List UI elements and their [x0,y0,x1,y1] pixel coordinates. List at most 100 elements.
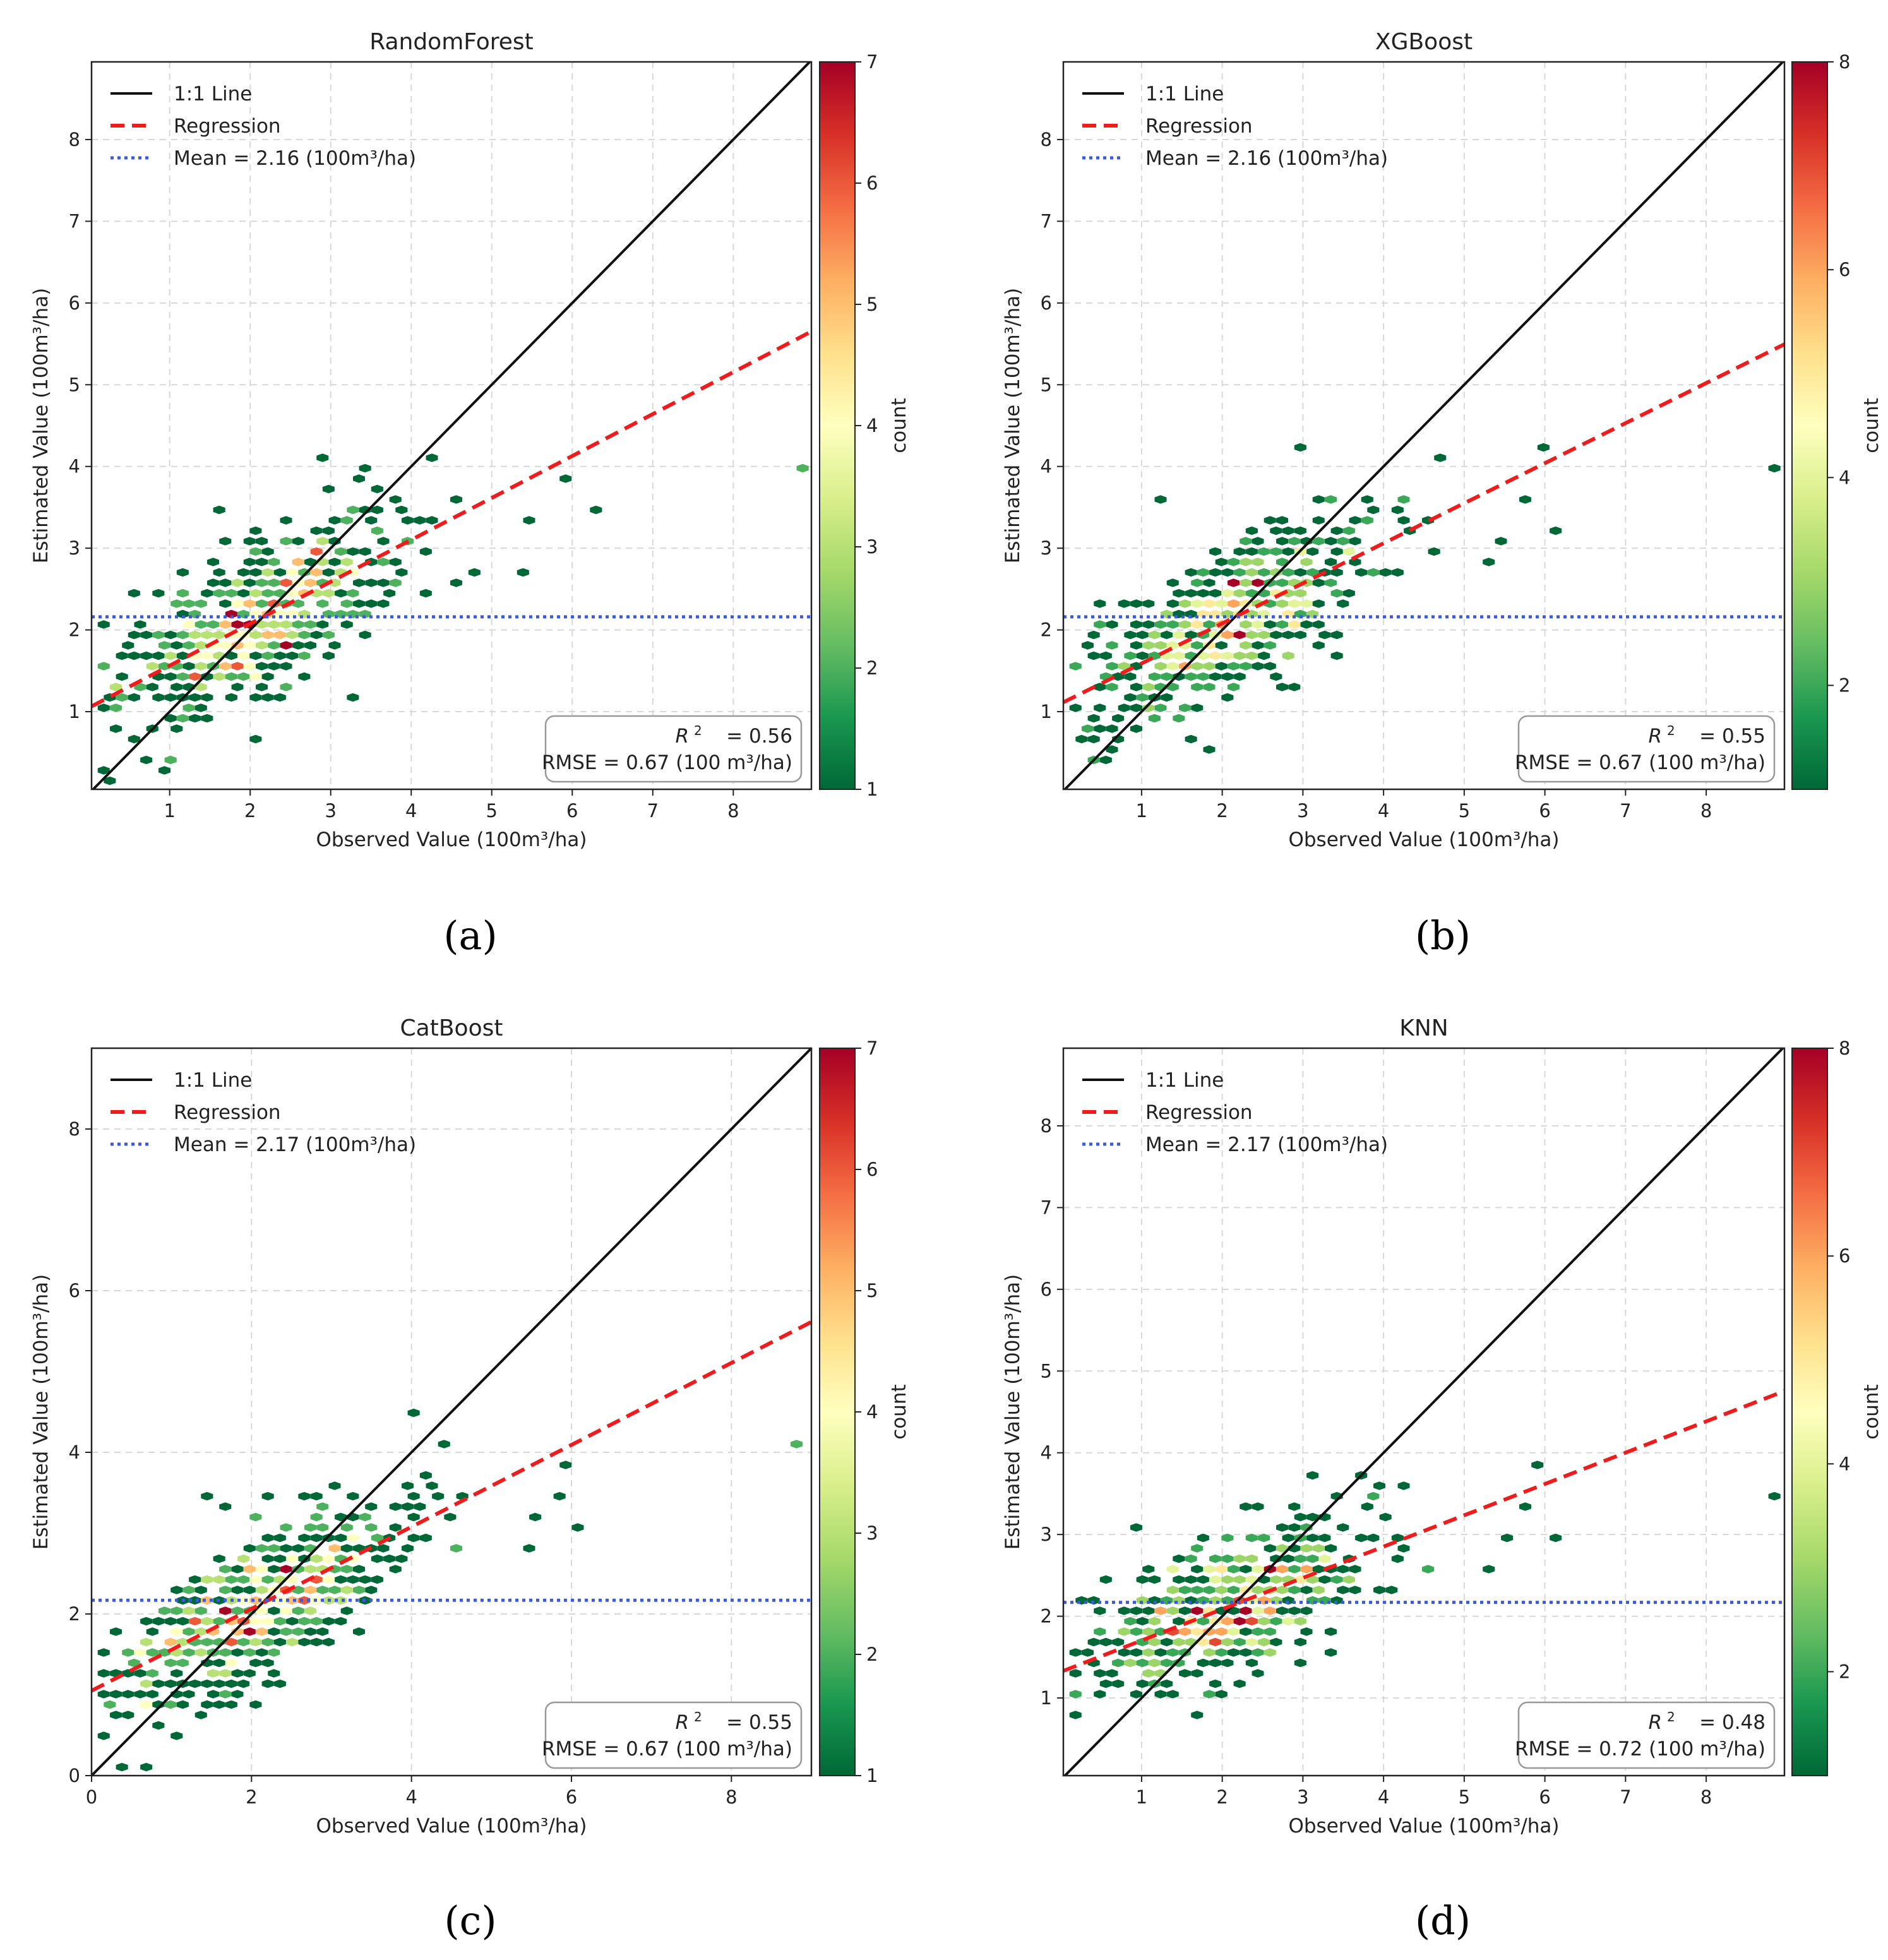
hexbin-cell [304,1523,316,1532]
hexbin-cell [310,1533,323,1543]
hexbin-cell [1306,1471,1319,1480]
hexbin-cell [182,1586,195,1594]
hexbin-cell [194,703,207,712]
regression-line [1062,1389,1786,1673]
hexbin-cell [1397,495,1410,504]
hexbin-cell [1154,1690,1167,1699]
hexbin-cell [237,568,250,577]
hexbin-cell [261,630,274,640]
hexbin-cell [1130,724,1142,733]
hexbin-cell [1367,1491,1380,1501]
hexbin-cell [1270,1616,1282,1626]
hexbin-cell [1191,1627,1204,1636]
hexbin-cell [110,724,122,733]
hexbin-cell [1148,630,1161,640]
hexbin-cell [1330,651,1343,660]
hexbin-cell [1391,1554,1404,1563]
hexbin-cell [170,683,183,691]
colorbar-tick-label: 1 [866,1765,878,1786]
hexbin-cell [1221,1658,1234,1668]
y-axis-label: Estimated Value (100m³/ha) [30,288,52,564]
hexbin-cell [529,1512,542,1522]
hexbin-cell [261,1637,274,1647]
hexbin-cell [189,1616,201,1626]
hexbin-cell [201,1596,213,1605]
hexbin-cell [182,641,195,650]
hexbin-cell [1233,651,1246,660]
hexbin-cell [219,599,232,608]
hexbin-cell [444,1512,457,1522]
hexbin-cell [1519,495,1531,504]
hexbin-cell [1252,641,1264,650]
hexbin-cell [286,630,299,640]
hexbin-cell [322,484,335,494]
hexbin-cell [170,599,183,608]
hexbin-cell [1221,1554,1234,1563]
hexbin-cell [268,558,280,566]
x-tick-label: 2 [1216,1786,1228,1808]
hexbin-cell [292,1544,304,1553]
x-tick-label: 8 [1700,1786,1712,1808]
hexbin-cell [189,714,201,723]
hexbin-cell [1300,1544,1313,1553]
hexbin-cell [1391,1533,1404,1543]
hexbin-cell [1276,578,1288,587]
hexbin-cell [1264,516,1276,525]
hexbin-cell [1203,1565,1216,1574]
hexbin-cell [243,1627,256,1636]
hexbin-cell [1318,630,1331,640]
hexbin-cell [231,599,244,608]
hexbin-cell [1154,1648,1167,1657]
hexbin-cell [286,1596,299,1605]
hexbin-cell [1240,537,1252,546]
hexbin-cell [571,1523,584,1532]
colorbar-tick-label: 6 [1839,259,1850,280]
hexbin-cell [146,683,158,691]
hexbin-cell [1087,714,1100,723]
hexbin-cell [1240,1502,1252,1511]
hexbin-cell [1519,1502,1531,1511]
hexbin-cell [237,589,250,598]
hexbin-cell [1306,1533,1319,1543]
hexbin-cell [170,1586,183,1594]
hexbin-cell [1161,1679,1173,1688]
hexbin-cell [268,641,280,650]
hexbin-cell [201,1700,213,1709]
hexbin-cell [1233,630,1246,640]
hexbin-cell [1185,734,1197,744]
hexbin-cell [1075,734,1088,744]
hexbin-cell [1130,1690,1142,1699]
hexbin-cell [1094,1606,1106,1615]
hexbin-cell [1264,662,1276,671]
hexbin-cell [1501,1533,1514,1543]
hexbin-cell [249,526,262,535]
hexbin-cell [249,1512,262,1522]
y-tick-label: 5 [69,374,80,395]
hexbin-cell [1142,620,1155,629]
hexbin-cell [225,1679,237,1688]
hexbin-cell [1228,1627,1240,1636]
hexbin-cell [249,672,262,681]
hexbin-cell [1161,672,1173,681]
hexbin-cell [407,1408,420,1418]
y-tick-label: 2 [69,1603,80,1625]
x-tick-label: 1 [1136,800,1147,822]
hexbin-cell [176,1700,189,1709]
hexbin-cell [1148,714,1161,723]
hexbin-cell [335,1575,347,1584]
hexbin-cell [225,1637,237,1647]
hexbin-cell [1282,1554,1294,1563]
hexbin-cell [1276,620,1288,629]
hexbin-cell [280,1565,292,1574]
hexbin-cell [1288,1606,1301,1615]
hexbin-cell [140,1637,153,1647]
hexbin-cell [97,1669,110,1678]
y-tick-label: 0 [69,1765,80,1786]
hexbin-cell [1221,568,1234,577]
hexbin-cell [194,662,207,671]
hexbin-cell [201,672,213,681]
hexbin-cell [1082,1648,1094,1657]
x-tick-label: 4 [1378,800,1389,822]
hexbin-cell [219,1690,232,1699]
hexbin-cell [328,516,341,525]
